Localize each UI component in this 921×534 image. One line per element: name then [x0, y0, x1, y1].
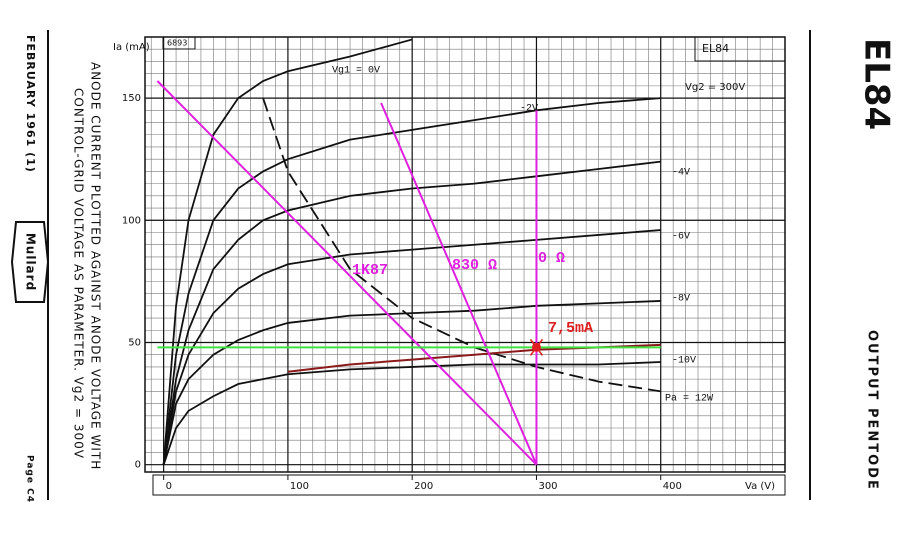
tube-name: EL84 — [857, 38, 897, 130]
plot: 0 100 200 300 400 0 50 100 150 Ia (mA) Va (V) 6893 E… — [113, 36, 786, 496]
annotation: Vg2 = 300V — [685, 82, 745, 93]
y-axis-label: Ia (mA) — [113, 42, 150, 53]
logo-frame — [10, 221, 50, 303]
x-tick-label: 300 — [538, 481, 557, 492]
annotation: EL84 — [702, 42, 729, 55]
series-label: 1K87 — [352, 262, 388, 279]
series-label: -4V — [672, 168, 690, 179]
x-axis-strip — [152, 474, 786, 496]
series-label: 0 Ω — [538, 250, 565, 267]
x-tick-label: 400 — [663, 481, 682, 492]
date: FEBRUARY 1961 (1) — [24, 35, 37, 173]
series-label: 830 Ω — [452, 257, 497, 274]
y-tick-label: 100 — [122, 215, 141, 226]
x-tick-label: 100 — [290, 481, 309, 492]
brand: Mullard — [24, 233, 38, 291]
series-line — [380, 102, 538, 466]
series-line — [262, 97, 661, 393]
marker-cross — [529, 338, 544, 356]
series-label: -2V — [520, 104, 538, 115]
annotation: 6893 — [167, 39, 187, 48]
caption-line: ANODE CURRENT PLOTTED AGAINST ANODE VOLT… — [89, 62, 103, 470]
x-axis-label: Va (V) — [745, 481, 775, 492]
annotation-box — [694, 37, 785, 62]
series-line — [162, 38, 413, 465]
series-label: Pa = 12W — [665, 394, 713, 405]
series-label: 7,5mA — [548, 320, 593, 337]
plot-frame — [144, 36, 786, 473]
y-tick-label: 150 — [122, 93, 141, 104]
page-number: Page C4 — [25, 455, 35, 503]
y-tick-label: 50 — [128, 337, 141, 348]
series-label: Vg1 = 0V — [332, 66, 380, 77]
series-label: -10V — [672, 356, 696, 367]
y-tick-label: 0 — [135, 460, 141, 471]
annotation-box — [162, 37, 196, 50]
x-tick-label: 0 — [166, 481, 172, 492]
logo: Mullard — [10, 221, 50, 303]
caption-line: CONTROL-GRID VOLTAGE AS PARAMETER. Vg2 =… — [72, 88, 86, 459]
series-label: -8V — [672, 294, 690, 305]
series-line — [156, 80, 538, 466]
series-label: -6V — [672, 232, 690, 243]
x-tick-label: 200 — [414, 481, 433, 492]
tube-description: OUTPUT PENTODE — [865, 330, 880, 491]
